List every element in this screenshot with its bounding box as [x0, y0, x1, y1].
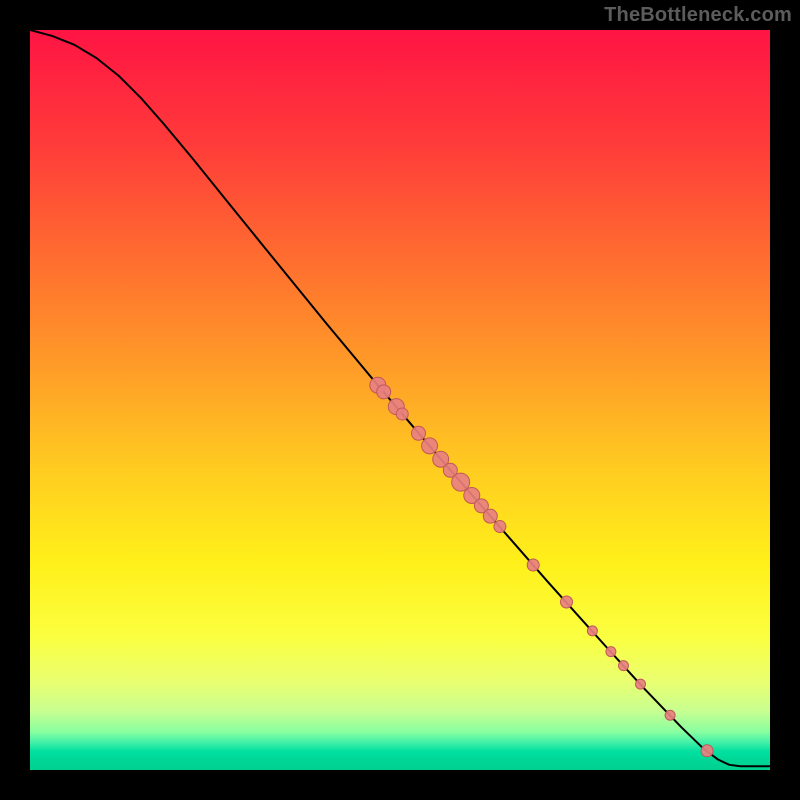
data-marker — [377, 385, 391, 399]
data-marker — [636, 679, 646, 689]
data-marker — [618, 661, 628, 671]
data-marker — [587, 626, 597, 636]
data-marker — [665, 710, 675, 720]
data-marker — [701, 745, 713, 757]
chart-canvas: TheBottleneck.com — [0, 0, 800, 800]
chart-svg — [30, 30, 770, 770]
data-marker — [494, 521, 506, 533]
data-marker — [483, 509, 497, 523]
data-marker — [412, 426, 426, 440]
chart-area — [30, 30, 770, 770]
data-marker — [561, 596, 573, 608]
watermark-text: TheBottleneck.com — [604, 4, 792, 27]
data-marker — [452, 473, 470, 491]
data-marker — [527, 559, 539, 571]
data-marker — [422, 438, 438, 454]
data-marker — [396, 408, 408, 420]
data-marker — [606, 647, 616, 657]
